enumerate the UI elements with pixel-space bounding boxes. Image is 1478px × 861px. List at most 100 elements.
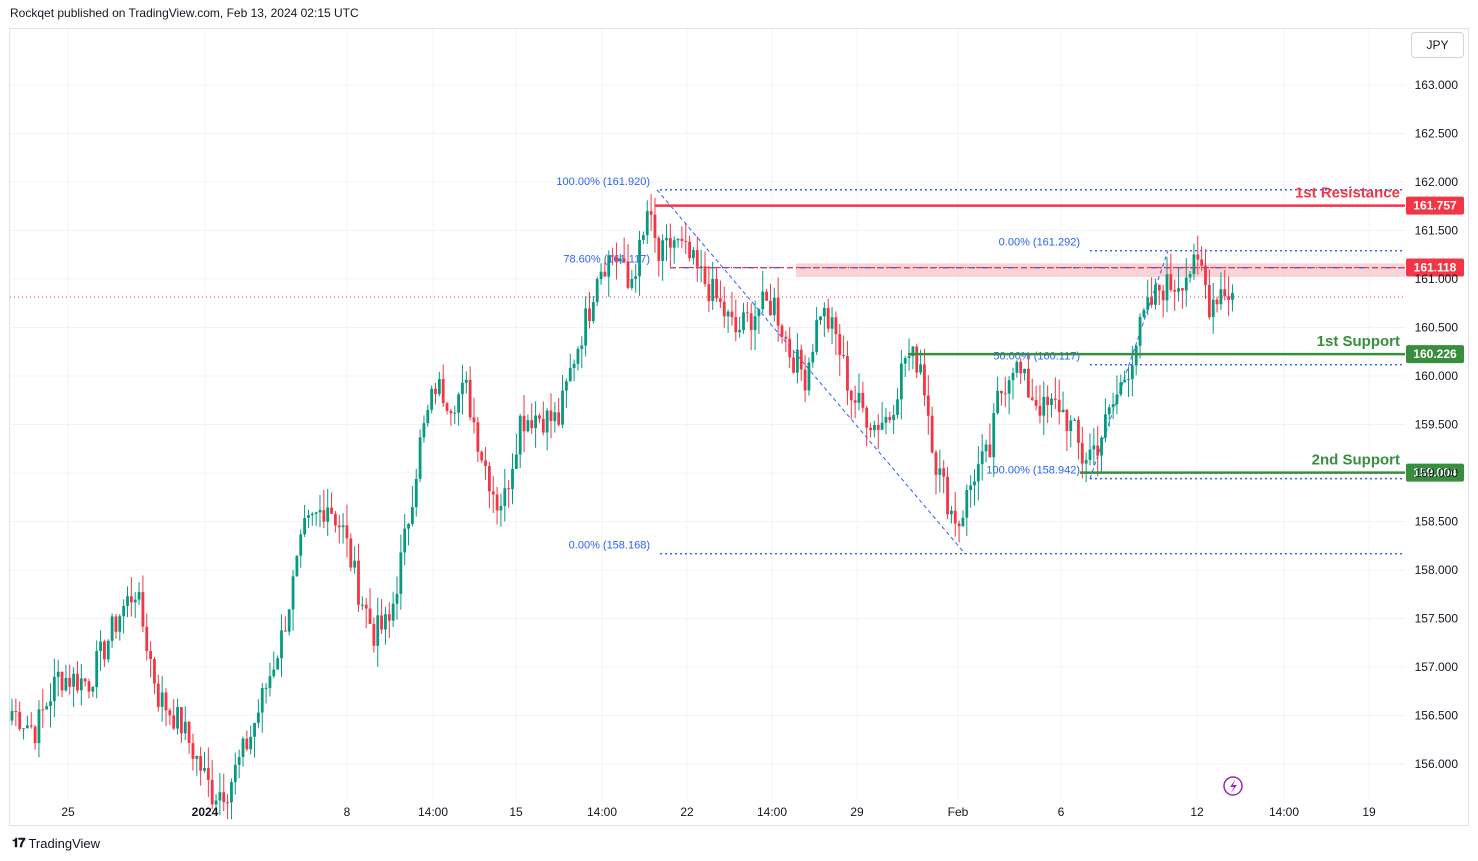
candle-body bbox=[99, 641, 102, 651]
candle-body bbox=[129, 596, 133, 603]
candle-body bbox=[849, 390, 853, 401]
candle-body bbox=[769, 300, 772, 316]
candle-body bbox=[79, 678, 83, 691]
candle-body bbox=[788, 338, 792, 358]
candle-body bbox=[318, 510, 322, 513]
candle-body bbox=[776, 297, 780, 326]
candle-body bbox=[480, 451, 484, 461]
candle-body bbox=[72, 673, 75, 687]
candle-body bbox=[1177, 288, 1180, 292]
candle-body bbox=[1134, 345, 1138, 366]
candle-body bbox=[1138, 316, 1142, 346]
price-tick-label: 161.500 bbox=[1415, 224, 1459, 238]
alert-icon[interactable] bbox=[1223, 776, 1243, 796]
candle-body bbox=[180, 707, 183, 734]
candle-body bbox=[707, 284, 711, 302]
price-tick-label: 157.000 bbox=[1415, 660, 1459, 674]
price-tick-label: 162.000 bbox=[1415, 175, 1459, 189]
candle-body bbox=[357, 560, 360, 605]
candle-body bbox=[126, 596, 129, 607]
candle-body bbox=[965, 490, 969, 518]
candle-body bbox=[561, 390, 564, 425]
candle-body bbox=[68, 677, 72, 687]
candle-body bbox=[468, 379, 472, 418]
candle-body bbox=[957, 523, 961, 527]
candle-body bbox=[1165, 274, 1169, 301]
candle-body bbox=[530, 420, 534, 429]
candle-body bbox=[1188, 274, 1192, 278]
candle-body bbox=[1207, 285, 1211, 318]
candle-body bbox=[295, 555, 299, 577]
candle-body bbox=[861, 392, 865, 408]
candle-body bbox=[715, 278, 718, 299]
candle-body bbox=[899, 363, 903, 400]
candle-body bbox=[738, 330, 742, 333]
candle-body bbox=[29, 725, 33, 727]
candle-body bbox=[969, 485, 973, 491]
level-price-tag bbox=[1406, 196, 1464, 215]
candle-body bbox=[753, 316, 757, 331]
time-axis: 25 2024 8 14:00 15 14:00 22 14:00 29 Feb 6 12 14:00 1… bbox=[61, 805, 1376, 819]
candle-body bbox=[45, 706, 49, 710]
candle-body bbox=[314, 512, 318, 514]
candle-body bbox=[349, 538, 353, 568]
time-tick-label: 15 bbox=[509, 805, 523, 819]
price-axis: 163.000 162.500 162.000 161.500 161.000 160.5… bbox=[1415, 78, 1459, 771]
candle-body bbox=[60, 671, 64, 691]
candle-body bbox=[1211, 299, 1215, 318]
currency-button[interactable]: JPY bbox=[1411, 32, 1464, 58]
candle-body bbox=[873, 424, 876, 431]
chart-grid bbox=[10, 29, 1405, 800]
price-tick-label: 156.000 bbox=[1415, 757, 1459, 771]
level-name: 2nd Support bbox=[1312, 452, 1400, 469]
candle-body bbox=[222, 792, 226, 803]
candle-body bbox=[206, 768, 210, 780]
levels-layer: 1st Resistance 161.757 161.118 1st Support 1… bbox=[655, 185, 1464, 482]
time-tick-label: 8 bbox=[344, 805, 351, 819]
candle-body bbox=[376, 615, 380, 646]
candle-body bbox=[653, 214, 657, 238]
candle-body bbox=[387, 614, 391, 621]
candle-body bbox=[249, 736, 253, 750]
candle-body bbox=[757, 309, 761, 317]
level-price-label: 159.004 bbox=[1413, 466, 1457, 480]
candle-body bbox=[572, 363, 576, 369]
candle-body bbox=[826, 307, 830, 329]
candle-body bbox=[37, 709, 41, 744]
candle-body bbox=[411, 507, 414, 524]
candle-body bbox=[87, 681, 91, 692]
candle-body bbox=[584, 308, 588, 346]
candle-body bbox=[172, 715, 176, 729]
candle-body bbox=[703, 266, 707, 285]
candle-body bbox=[210, 779, 214, 805]
candle-body bbox=[688, 241, 691, 259]
candle-body bbox=[1034, 399, 1038, 406]
level-price-tag bbox=[1406, 258, 1464, 277]
candle-body bbox=[799, 349, 803, 370]
candle-body bbox=[345, 525, 349, 539]
candle-body bbox=[595, 279, 599, 303]
level-price-label: 161.118 bbox=[1414, 261, 1457, 275]
price-tick-label: 163.000 bbox=[1415, 78, 1459, 92]
candle-body bbox=[187, 721, 191, 744]
candle-body bbox=[141, 592, 145, 627]
candle-body bbox=[441, 379, 445, 404]
fib-label: 0.00% (158.168) bbox=[569, 540, 650, 552]
candle-body bbox=[880, 422, 884, 430]
candle-body bbox=[276, 658, 280, 670]
candle-body bbox=[834, 317, 838, 335]
candle-body bbox=[176, 707, 179, 729]
candle-body bbox=[160, 692, 164, 707]
candle-body bbox=[164, 692, 168, 711]
candle-body bbox=[884, 416, 888, 423]
candle-body bbox=[557, 412, 561, 425]
candle-body bbox=[622, 258, 626, 262]
candle-body bbox=[1053, 398, 1057, 400]
candle-body bbox=[772, 297, 776, 316]
time-tick-label: 14:00 bbox=[1269, 805, 1299, 819]
candle-body bbox=[611, 255, 614, 257]
candle-body bbox=[22, 728, 25, 730]
candle-body bbox=[437, 379, 441, 395]
candle-body bbox=[464, 379, 468, 383]
